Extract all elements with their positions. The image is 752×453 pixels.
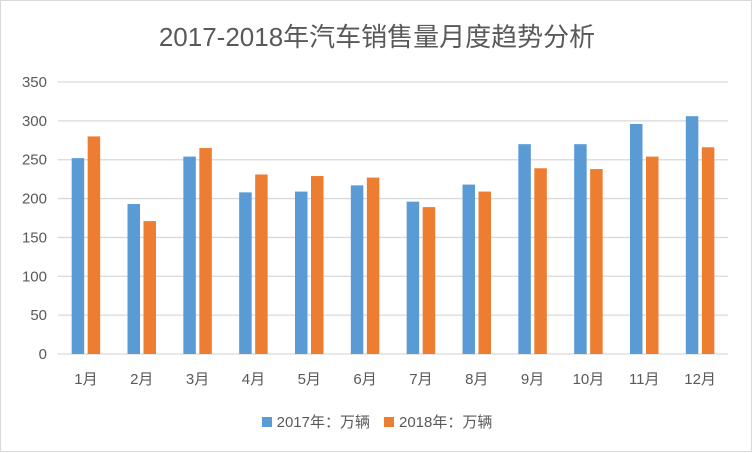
x-tick-label: 10月 [573, 371, 605, 388]
x-tick-label: 3月 [186, 371, 209, 388]
bar-2018 [701, 147, 715, 354]
bar-2017 [239, 192, 252, 354]
bar-2018 [255, 174, 268, 354]
bar-2017 [630, 123, 643, 354]
bar-2017 [685, 116, 699, 355]
x-tick-label: 7月 [409, 371, 432, 388]
bar-2018 [311, 176, 324, 354]
legend-item-2017: 2017年：万辆 [261, 411, 370, 432]
bar-2017 [462, 184, 475, 354]
bar-2018 [534, 168, 547, 354]
y-tick-label: 50 [30, 307, 47, 324]
bar-2017 [295, 191, 308, 354]
chart-title: 2017-2018年汽车销售量月度趋势分析 [158, 22, 596, 52]
y-tick-label: 300 [22, 113, 47, 130]
bar-2017 [350, 185, 364, 354]
bar-2017 [71, 158, 85, 354]
y-tick-label: 0 [39, 346, 47, 363]
legend-label-2018: 2018年：万辆 [399, 414, 493, 431]
x-tick-label: 5月 [298, 371, 321, 388]
y-tick-label: 100 [22, 268, 47, 285]
bar-2018 [199, 148, 212, 354]
bar-2018 [87, 136, 101, 354]
bar-2017 [406, 201, 420, 354]
bar-2018 [646, 156, 659, 354]
bar-2017 [183, 156, 196, 354]
legend-swatch-2017 [261, 416, 272, 427]
x-tick-label: 6月 [353, 371, 376, 388]
legend-swatch-2018 [384, 416, 394, 427]
bar-2018 [590, 169, 603, 354]
legend-item-2018: 2018年：万辆 [384, 411, 492, 432]
bar-2018 [478, 191, 491, 354]
bar-2018 [422, 207, 436, 354]
x-tick-label: 12月 [684, 371, 716, 388]
legend-label-2017: 2017年：万辆 [276, 414, 370, 431]
y-tick-label: 150 [22, 229, 47, 246]
y-tick-label: 250 [22, 152, 47, 169]
bar-2017 [518, 144, 531, 354]
legend: 2017年：万辆 2018年：万辆 [1, 411, 752, 432]
x-tick-label: 4月 [242, 371, 265, 388]
bar-2017 [127, 204, 140, 354]
x-tick-label: 1月 [74, 371, 97, 388]
x-tick-label: 8月 [465, 371, 488, 388]
bar-2017 [574, 144, 587, 354]
y-tick-label: 350 [22, 74, 47, 91]
y-tick-label: 200 [22, 191, 47, 208]
x-tick-label: 9月 [521, 371, 544, 388]
x-tick-label: 11月 [629, 371, 660, 388]
bar-2018 [366, 177, 380, 354]
x-tick-label: 2月 [130, 371, 153, 388]
bar-2018 [143, 221, 156, 354]
